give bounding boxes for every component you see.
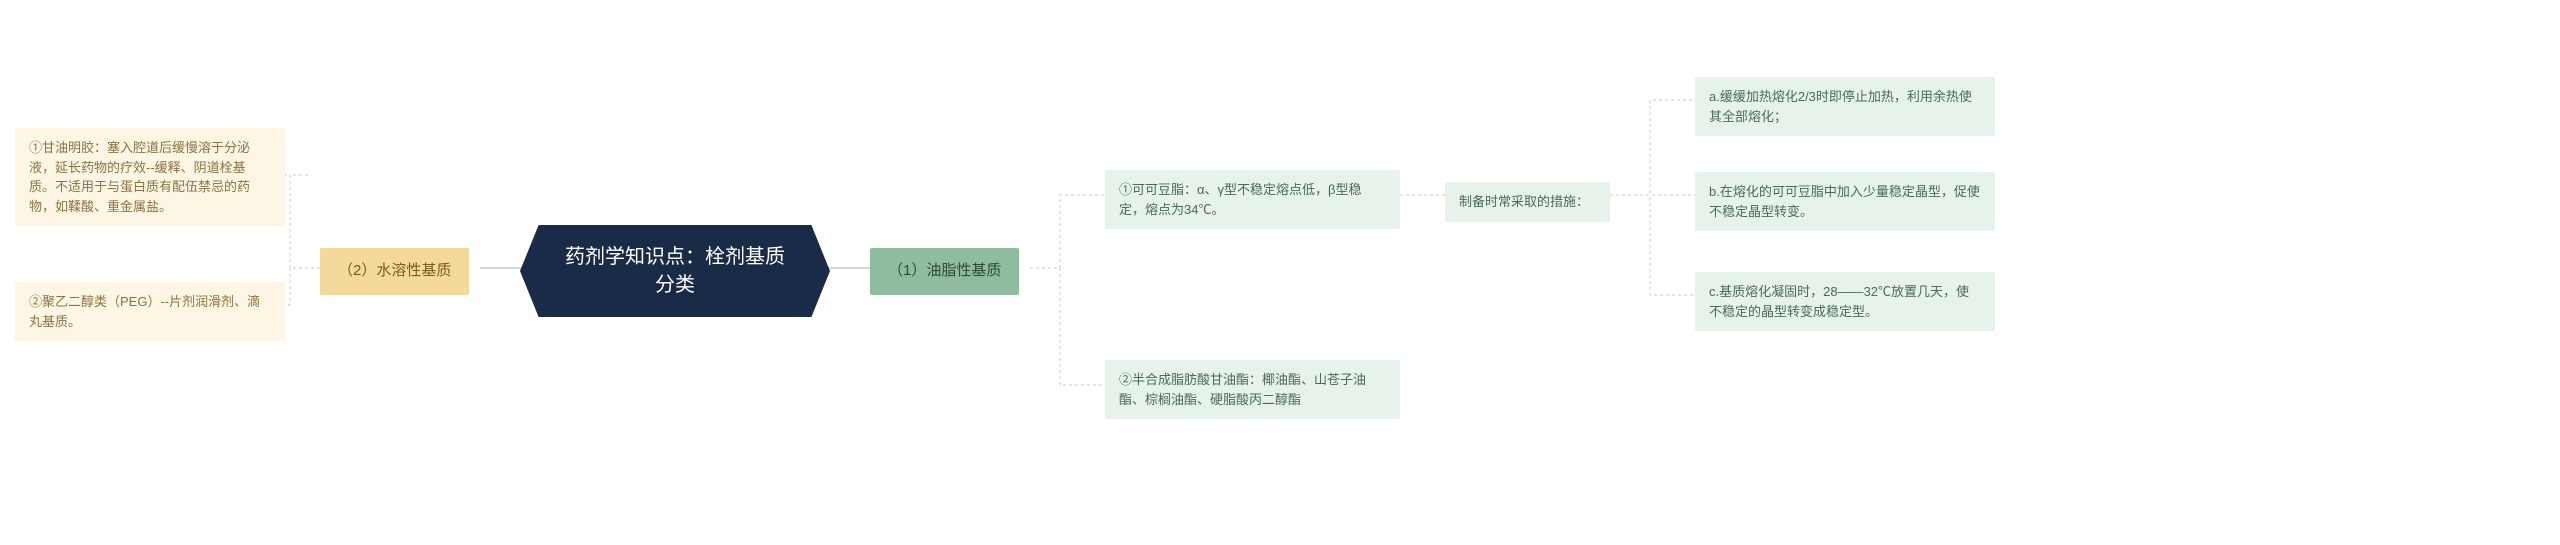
root-title-line2: 分类 bbox=[548, 271, 802, 299]
leaf-peg: ②聚乙二醇类（PEG）--片剂润滑剂、滴丸基质。 bbox=[15, 282, 285, 341]
branch-water-soluble: （2）水溶性基质 bbox=[320, 248, 469, 295]
root-title-line1: 药剂学知识点：栓剂基质 bbox=[548, 243, 802, 271]
branch-water-label: （2）水溶性基质 bbox=[338, 262, 451, 279]
leaf-measure-c: c.基质熔化凝固时，28——32℃放置几天，使不稳定的晶型转变成稳定型。 bbox=[1695, 272, 1995, 331]
leaf-glycerin-text: ①甘油明胶：塞入腔道后缓慢溶于分泌液，延长药物的疗效--缓释、阴道栓基质。不适用… bbox=[29, 140, 250, 214]
leaf-measure-a-text: a.缓缓加热熔化2/3时即停止加热，利用余热使其全部熔化； bbox=[1709, 89, 1972, 124]
leaf-measure-b-text: b.在熔化的可可豆脂中加入少量稳定晶型，促使不稳定晶型转变。 bbox=[1709, 184, 1980, 219]
leaf-cocoa-butter: ①可可豆脂：α、γ型不稳定熔点低，β型稳定，熔点为34℃。 bbox=[1105, 170, 1400, 229]
leaf-peg-text: ②聚乙二醇类（PEG）--片剂润滑剂、滴丸基质。 bbox=[29, 294, 260, 329]
leaf-measure-b: b.在熔化的可可豆脂中加入少量稳定晶型，促使不稳定晶型转变。 bbox=[1695, 172, 1995, 231]
leaf-measure-c-text: c.基质熔化凝固时，28——32℃放置几天，使不稳定的晶型转变成稳定型。 bbox=[1709, 284, 1969, 319]
branch-oil-label: （1）油脂性基质 bbox=[888, 262, 1001, 279]
leaf-semisynthetic-text: ②半合成脂肪酸甘油酯：椰油酯、山苍子油酯、棕榈油酯、硬脂酸丙二醇酯 bbox=[1119, 372, 1366, 407]
leaf-preparation-measures: 制备时常采取的措施： bbox=[1445, 182, 1610, 222]
branch-oil-based: （1）油脂性基质 bbox=[870, 248, 1019, 295]
leaf-glycerin-gelatin: ①甘油明胶：塞入腔道后缓慢溶于分泌液，延长药物的疗效--缓释、阴道栓基质。不适用… bbox=[15, 128, 285, 226]
leaf-semisynthetic: ②半合成脂肪酸甘油酯：椰油酯、山苍子油酯、棕榈油酯、硬脂酸丙二醇酯 bbox=[1105, 360, 1400, 419]
leaf-cocoa-text: ①可可豆脂：α、γ型不稳定熔点低，β型稳定，熔点为34℃。 bbox=[1119, 182, 1362, 217]
leaf-measure-a: a.缓缓加热熔化2/3时即停止加热，利用余热使其全部熔化； bbox=[1695, 77, 1995, 136]
root-node: 药剂学知识点：栓剂基质 分类 bbox=[520, 225, 830, 317]
leaf-prep-label: 制备时常采取的措施： bbox=[1459, 194, 1589, 209]
